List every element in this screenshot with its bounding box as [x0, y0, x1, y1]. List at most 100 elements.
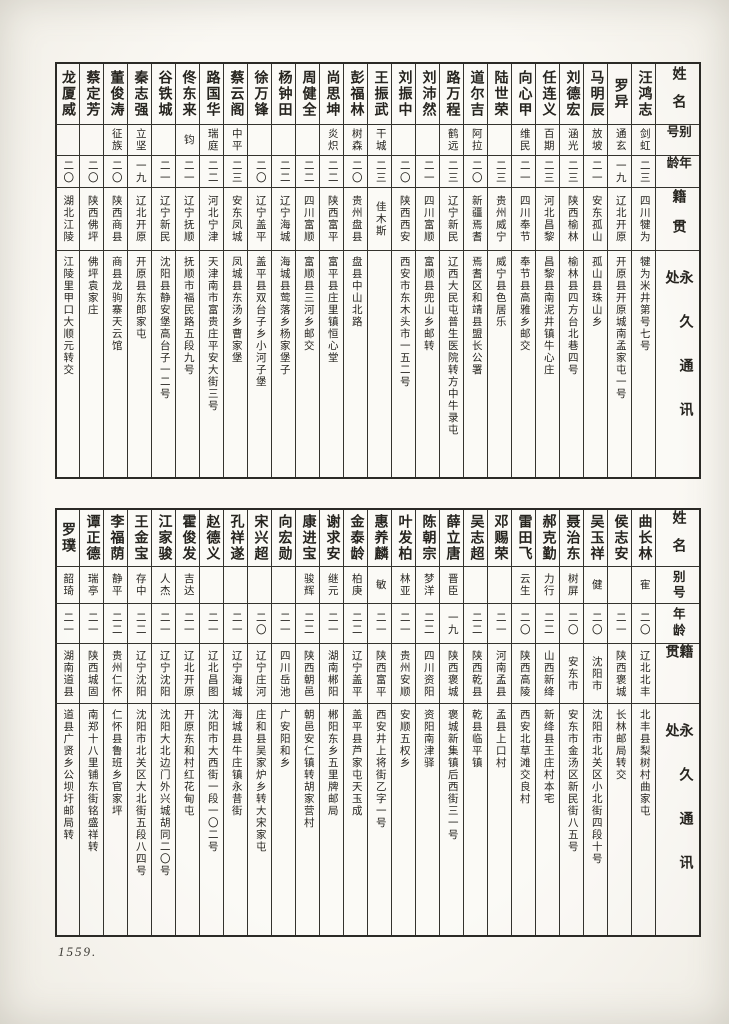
entry-column: 江家骏 人杰 二一 辽宁沈阳 沈阳大北边门外兴城胡同二〇号	[151, 510, 175, 935]
name-cell: 江家骏	[152, 510, 175, 566]
origin-cell: 贵州盘县	[344, 187, 367, 250]
age-cell: 二二	[296, 603, 319, 643]
address-text: 威宁县色居乐	[494, 256, 506, 328]
age-text: 二〇	[566, 611, 578, 636]
name-cell: 惠养麟	[368, 510, 391, 566]
age-text: 二三	[230, 159, 242, 184]
entry-column: 吴玉祥健二〇 沈阳市 沈阳市北关区小北街四段十号	[583, 510, 607, 935]
address-cell: 朝邑安仁镇转胡家营村	[296, 703, 319, 935]
origin-text: 辽宁沈阳	[158, 649, 170, 698]
entry-column: 赵德义 二一 辽北昌图 沈阳市大西街一段一〇二号	[199, 510, 223, 935]
address-text: 沈阳市大西街一段一〇二号	[206, 709, 218, 853]
name-cell: 徐万锋	[248, 64, 271, 124]
address-cell: 郴阳东乡五里牌邮局	[320, 703, 343, 935]
origin-cell: 陕西褒城	[608, 643, 631, 703]
header-age: 年龄	[656, 603, 699, 643]
age-cell: 二一	[152, 603, 175, 643]
alias-text: 钧	[182, 134, 194, 146]
alias-cell: 剑虹	[632, 124, 655, 155]
address-cell: 开原东和村红花甸屯	[176, 703, 199, 935]
name-cell: 孔祥遂	[224, 510, 247, 566]
alias-cell	[248, 124, 271, 155]
origin-text: 湖南郴阳	[326, 649, 338, 698]
alias-cell: 敏	[368, 566, 391, 603]
name-text: 惠养麟	[372, 514, 388, 562]
address-cell: 资阳南津驿	[416, 703, 439, 935]
alias-text: 干城	[374, 128, 386, 152]
header-name: 姓名	[656, 510, 699, 566]
address-text: 榆林县四方台北巷四号	[566, 256, 578, 376]
age-cell: 一九	[440, 603, 463, 643]
address-cell: 沈阳县静安堡高台子一二号	[152, 250, 175, 477]
origin-cell: 辽宁抚顺	[176, 187, 199, 250]
alias-cell: 韶琦	[55, 566, 79, 603]
address-text: 孤山县珠山乡	[590, 256, 602, 328]
name-text: 罗异	[612, 78, 628, 110]
name-text: 陈朝宗	[420, 514, 436, 562]
name-cell: 尚思坤	[320, 64, 343, 124]
address-text: 抚顺市福民路五段九号	[182, 256, 194, 376]
age-text: 二三	[566, 159, 578, 184]
alias-cell: 瑞亭	[80, 566, 103, 603]
age-cell: 一九	[608, 155, 631, 187]
address-text: 开原县东郎家屯	[134, 256, 146, 340]
age-cell: 二〇	[584, 603, 607, 643]
name-cell: 向心甲	[512, 64, 535, 124]
address-cell: 威宁县色居乐	[488, 250, 511, 477]
origin-text: 陕西高陵	[518, 649, 530, 698]
registry-table-bottom: 姓名 别号 年龄 籍贯 永久通讯处 曲长林寉二〇 辽北北丰 北丰县梨树村曲家屯 侯志安 二一 陕西褒…	[55, 508, 701, 937]
origin-cell: 陕西西安	[392, 187, 415, 250]
alias-text: 中平	[230, 128, 242, 152]
address-text: 凤城县东汤乡曹家堡	[230, 256, 242, 364]
name-cell: 任连义	[536, 64, 559, 124]
origin-cell: 佳木斯	[368, 187, 391, 250]
address-cell: 盖平县双台子乡小河子堡	[248, 250, 271, 477]
address-cell: 沈阳市北关区大北街五段八四号	[128, 703, 151, 935]
name-text: 佟东来	[180, 70, 196, 118]
age-text: 二一	[86, 611, 98, 636]
alias-cell: 存中	[128, 566, 151, 603]
entry-column: 聂治东 树屏 二〇 安东市 安东市金汤区新民街八五号	[559, 510, 583, 935]
age-text: 二三	[542, 159, 554, 184]
header-address-label: 永久通讯处	[663, 270, 693, 446]
address-text: 昌黎县南泥井镇牛心庄	[542, 256, 554, 376]
origin-cell: 陕西高陵	[512, 643, 535, 703]
origin-text: 四川奉节	[518, 195, 530, 243]
origin-text: 辽宁抚顺	[182, 195, 194, 243]
address-text: 佛坪袁家庄	[86, 256, 98, 316]
entry-column: 龙厦威 二〇 湖北江陵 江陵里甲口大顺元转交	[55, 64, 79, 477]
origin-text: 河北昌黎	[542, 195, 554, 243]
origin-cell: 辽宁庄河	[248, 643, 271, 703]
header-address: 永久通讯处	[656, 703, 699, 935]
origin-text: 四川富顺	[302, 195, 314, 243]
age-text: 二〇	[254, 159, 266, 184]
address-text: 天津南市富贵庄平安大街三号	[206, 256, 218, 412]
alias-cell	[608, 566, 631, 603]
address-text: 乾县临平镇	[470, 709, 482, 769]
alias-cell	[272, 124, 295, 155]
age-cell: 二一	[584, 155, 607, 187]
age-text: 二一	[182, 611, 194, 636]
address-text: 富平县庄里镇恒心堂	[326, 256, 338, 364]
alias-cell: 钧	[176, 124, 199, 155]
address-text: 沈阳县静安堡高台子一二号	[158, 256, 170, 400]
age-cell: 二二	[464, 603, 487, 643]
address-text: 盖平县芦家屯天玉成	[350, 709, 362, 817]
age-text: 二〇	[254, 611, 266, 636]
alias-cell: 寉	[632, 566, 655, 603]
header-origin-label: 籍贯	[663, 644, 693, 674]
name-text: 霍俊发	[180, 514, 196, 562]
origin-text: 辽宁海城	[230, 649, 242, 698]
entry-column: 谷铁城 二一 辽宁新民 沈阳县静安堡高台子一二号	[151, 64, 175, 477]
age-text: 二二	[278, 159, 290, 184]
entry-column: 道尔吉 阿拉 二〇 新疆焉耆 焉耆区和靖县盟长公署	[463, 64, 487, 477]
alias-cell: 骏辉	[296, 566, 319, 603]
origin-cell: 湖南道县	[55, 643, 79, 703]
entry-column: 路国华 瑞庭 二二 河北宁津 天津南市富贵庄平安大街三号	[199, 64, 223, 477]
age-cell: 二〇	[632, 603, 655, 643]
origin-cell: 辽北开原	[608, 187, 631, 250]
origin-text: 四川岳池	[278, 649, 290, 698]
origin-cell: 辽宁海城	[272, 187, 295, 250]
address-cell: 盖平县芦家屯天玉成	[344, 703, 367, 935]
